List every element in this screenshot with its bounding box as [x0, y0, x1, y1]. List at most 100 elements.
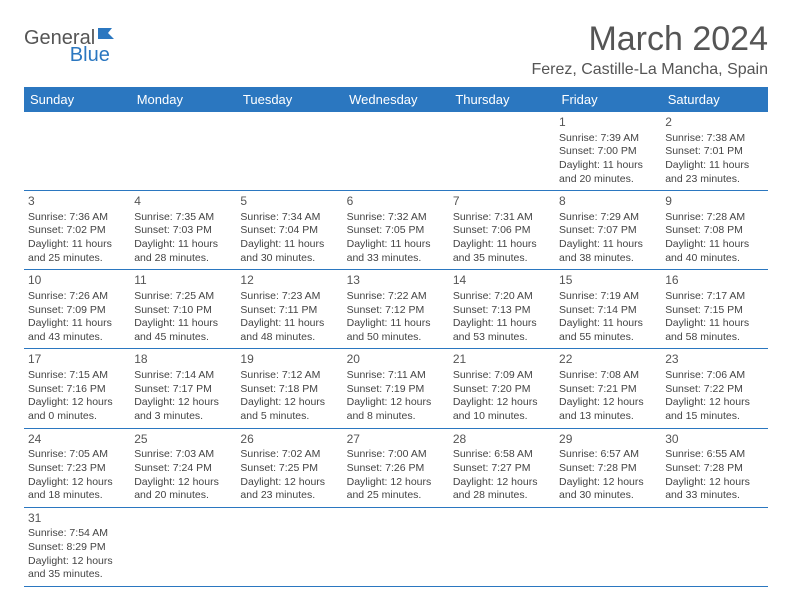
calendar-day-cell: 2Sunrise: 7:38 AMSunset: 7:01 PMDaylight…	[661, 112, 767, 191]
location: Ferez, Castille-La Mancha, Spain	[531, 61, 768, 79]
header: General March 2024 Ferez, Castille-La Ma…	[24, 20, 768, 79]
daylight-text-2: and 25 minutes.	[28, 252, 126, 266]
sunset-text: Sunset: 7:05 PM	[347, 224, 445, 238]
day-number: 31	[28, 511, 126, 527]
sunset-text: Sunset: 7:00 PM	[559, 145, 657, 159]
calendar-day-cell: 28Sunrise: 6:58 AMSunset: 7:27 PMDayligh…	[449, 428, 555, 507]
sunset-text: Sunset: 7:19 PM	[347, 383, 445, 397]
sunset-text: Sunset: 7:08 PM	[665, 224, 763, 238]
day-number: 9	[665, 194, 763, 210]
sunrise-text: Sunrise: 7:19 AM	[559, 290, 657, 304]
daylight-text-1: Daylight: 11 hours	[665, 238, 763, 252]
daylight-text-1: Daylight: 11 hours	[347, 317, 445, 331]
daylight-text-1: Daylight: 11 hours	[347, 238, 445, 252]
daylight-text-2: and 38 minutes.	[559, 252, 657, 266]
weekday-header: Thursday	[449, 87, 555, 112]
day-number: 6	[347, 194, 445, 210]
sunrise-text: Sunrise: 7:39 AM	[559, 132, 657, 146]
day-number: 12	[240, 273, 338, 289]
daylight-text-2: and 28 minutes.	[134, 252, 232, 266]
daylight-text-1: Daylight: 12 hours	[134, 476, 232, 490]
daylight-text-1: Daylight: 11 hours	[28, 317, 126, 331]
calendar-week-row: 31Sunrise: 7:54 AMSunset: 8:29 PMDayligh…	[24, 507, 768, 586]
day-number: 16	[665, 273, 763, 289]
sunset-text: Sunset: 7:12 PM	[347, 304, 445, 318]
sunrise-text: Sunrise: 7:08 AM	[559, 369, 657, 383]
daylight-text-2: and 3 minutes.	[134, 410, 232, 424]
weekday-header: Monday	[130, 87, 236, 112]
calendar-empty-cell	[555, 507, 661, 586]
daylight-text-2: and 30 minutes.	[240, 252, 338, 266]
day-number: 17	[28, 352, 126, 368]
weekday-header: Tuesday	[236, 87, 342, 112]
calendar-empty-cell	[661, 507, 767, 586]
daylight-text-2: and 43 minutes.	[28, 331, 126, 345]
daylight-text-1: Daylight: 11 hours	[559, 159, 657, 173]
daylight-text-2: and 20 minutes.	[134, 489, 232, 503]
daylight-text-1: Daylight: 12 hours	[347, 476, 445, 490]
daylight-text-1: Daylight: 12 hours	[665, 396, 763, 410]
sunset-text: Sunset: 7:02 PM	[28, 224, 126, 238]
sunrise-text: Sunrise: 7:03 AM	[134, 448, 232, 462]
sunrise-text: Sunrise: 7:11 AM	[347, 369, 445, 383]
day-number: 14	[453, 273, 551, 289]
weekday-header: Sunday	[24, 87, 130, 112]
daylight-text-1: Daylight: 11 hours	[240, 317, 338, 331]
sunrise-text: Sunrise: 7:20 AM	[453, 290, 551, 304]
calendar-day-cell: 9Sunrise: 7:28 AMSunset: 7:08 PMDaylight…	[661, 191, 767, 270]
daylight-text-2: and 33 minutes.	[665, 489, 763, 503]
daylight-text-1: Daylight: 12 hours	[240, 396, 338, 410]
calendar-day-cell: 3Sunrise: 7:36 AMSunset: 7:02 PMDaylight…	[24, 191, 130, 270]
sunset-text: Sunset: 7:14 PM	[559, 304, 657, 318]
sunrise-text: Sunrise: 6:58 AM	[453, 448, 551, 462]
sunrise-text: Sunrise: 7:12 AM	[240, 369, 338, 383]
calendar-body: 1Sunrise: 7:39 AMSunset: 7:00 PMDaylight…	[24, 112, 768, 586]
daylight-text-1: Daylight: 11 hours	[453, 317, 551, 331]
sunset-text: Sunset: 7:15 PM	[665, 304, 763, 318]
calendar-day-cell: 29Sunrise: 6:57 AMSunset: 7:28 PMDayligh…	[555, 428, 661, 507]
daylight-text-2: and 40 minutes.	[665, 252, 763, 266]
day-number: 11	[134, 273, 232, 289]
daylight-text-1: Daylight: 12 hours	[453, 476, 551, 490]
day-number: 1	[559, 115, 657, 131]
daylight-text-1: Daylight: 12 hours	[347, 396, 445, 410]
daylight-text-2: and 25 minutes.	[347, 489, 445, 503]
calendar-day-cell: 10Sunrise: 7:26 AMSunset: 7:09 PMDayligh…	[24, 270, 130, 349]
sunrise-text: Sunrise: 6:55 AM	[665, 448, 763, 462]
sunset-text: Sunset: 7:28 PM	[665, 462, 763, 476]
daylight-text-2: and 18 minutes.	[28, 489, 126, 503]
daylight-text-2: and 35 minutes.	[28, 568, 126, 582]
daylight-text-2: and 23 minutes.	[665, 173, 763, 187]
daylight-text-2: and 35 minutes.	[453, 252, 551, 266]
day-number: 7	[453, 194, 551, 210]
sunset-text: Sunset: 7:09 PM	[28, 304, 126, 318]
sunrise-text: Sunrise: 7:28 AM	[665, 211, 763, 225]
daylight-text-1: Daylight: 12 hours	[559, 396, 657, 410]
sunset-text: Sunset: 7:25 PM	[240, 462, 338, 476]
day-number: 24	[28, 432, 126, 448]
day-number: 13	[347, 273, 445, 289]
calendar-day-cell: 17Sunrise: 7:15 AMSunset: 7:16 PMDayligh…	[24, 349, 130, 428]
calendar-empty-cell	[449, 112, 555, 191]
calendar-day-cell: 23Sunrise: 7:06 AMSunset: 7:22 PMDayligh…	[661, 349, 767, 428]
daylight-text-2: and 23 minutes.	[240, 489, 338, 503]
calendar-day-cell: 5Sunrise: 7:34 AMSunset: 7:04 PMDaylight…	[236, 191, 342, 270]
title-block: March 2024 Ferez, Castille-La Mancha, Sp…	[531, 20, 768, 79]
daylight-text-1: Daylight: 11 hours	[559, 238, 657, 252]
sunset-text: Sunset: 7:28 PM	[559, 462, 657, 476]
calendar-empty-cell	[343, 507, 449, 586]
sunrise-text: Sunrise: 7:09 AM	[453, 369, 551, 383]
sunrise-text: Sunrise: 7:06 AM	[665, 369, 763, 383]
calendar-day-cell: 31Sunrise: 7:54 AMSunset: 8:29 PMDayligh…	[24, 507, 130, 586]
daylight-text-1: Daylight: 11 hours	[240, 238, 338, 252]
sunset-text: Sunset: 7:17 PM	[134, 383, 232, 397]
calendar-day-cell: 4Sunrise: 7:35 AMSunset: 7:03 PMDaylight…	[130, 191, 236, 270]
daylight-text-1: Daylight: 11 hours	[28, 238, 126, 252]
daylight-text-2: and 50 minutes.	[347, 331, 445, 345]
day-number: 26	[240, 432, 338, 448]
sunrise-text: Sunrise: 7:29 AM	[559, 211, 657, 225]
sunrise-text: Sunrise: 7:34 AM	[240, 211, 338, 225]
sunrise-text: Sunrise: 7:17 AM	[665, 290, 763, 304]
calendar-day-cell: 19Sunrise: 7:12 AMSunset: 7:18 PMDayligh…	[236, 349, 342, 428]
sunrise-text: Sunrise: 7:05 AM	[28, 448, 126, 462]
